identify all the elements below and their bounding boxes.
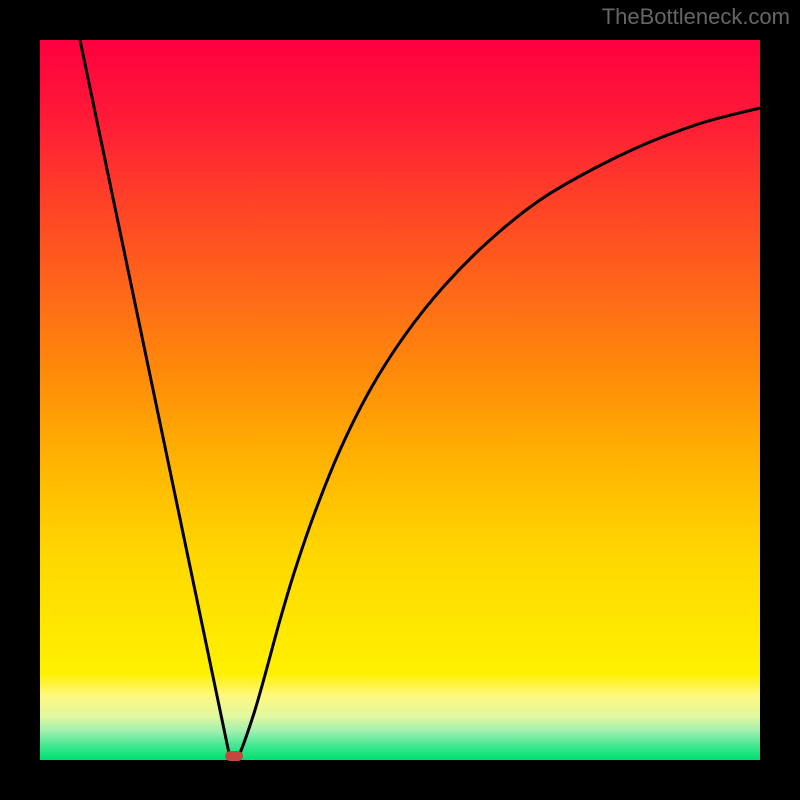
bottleneck-chart-svg (0, 0, 800, 800)
bottleneck-marker (225, 751, 243, 761)
watermark-text: TheBottleneck.com (602, 4, 790, 30)
chart-container: TheBottleneck.com (0, 0, 800, 800)
gradient-plot-area (40, 40, 760, 760)
